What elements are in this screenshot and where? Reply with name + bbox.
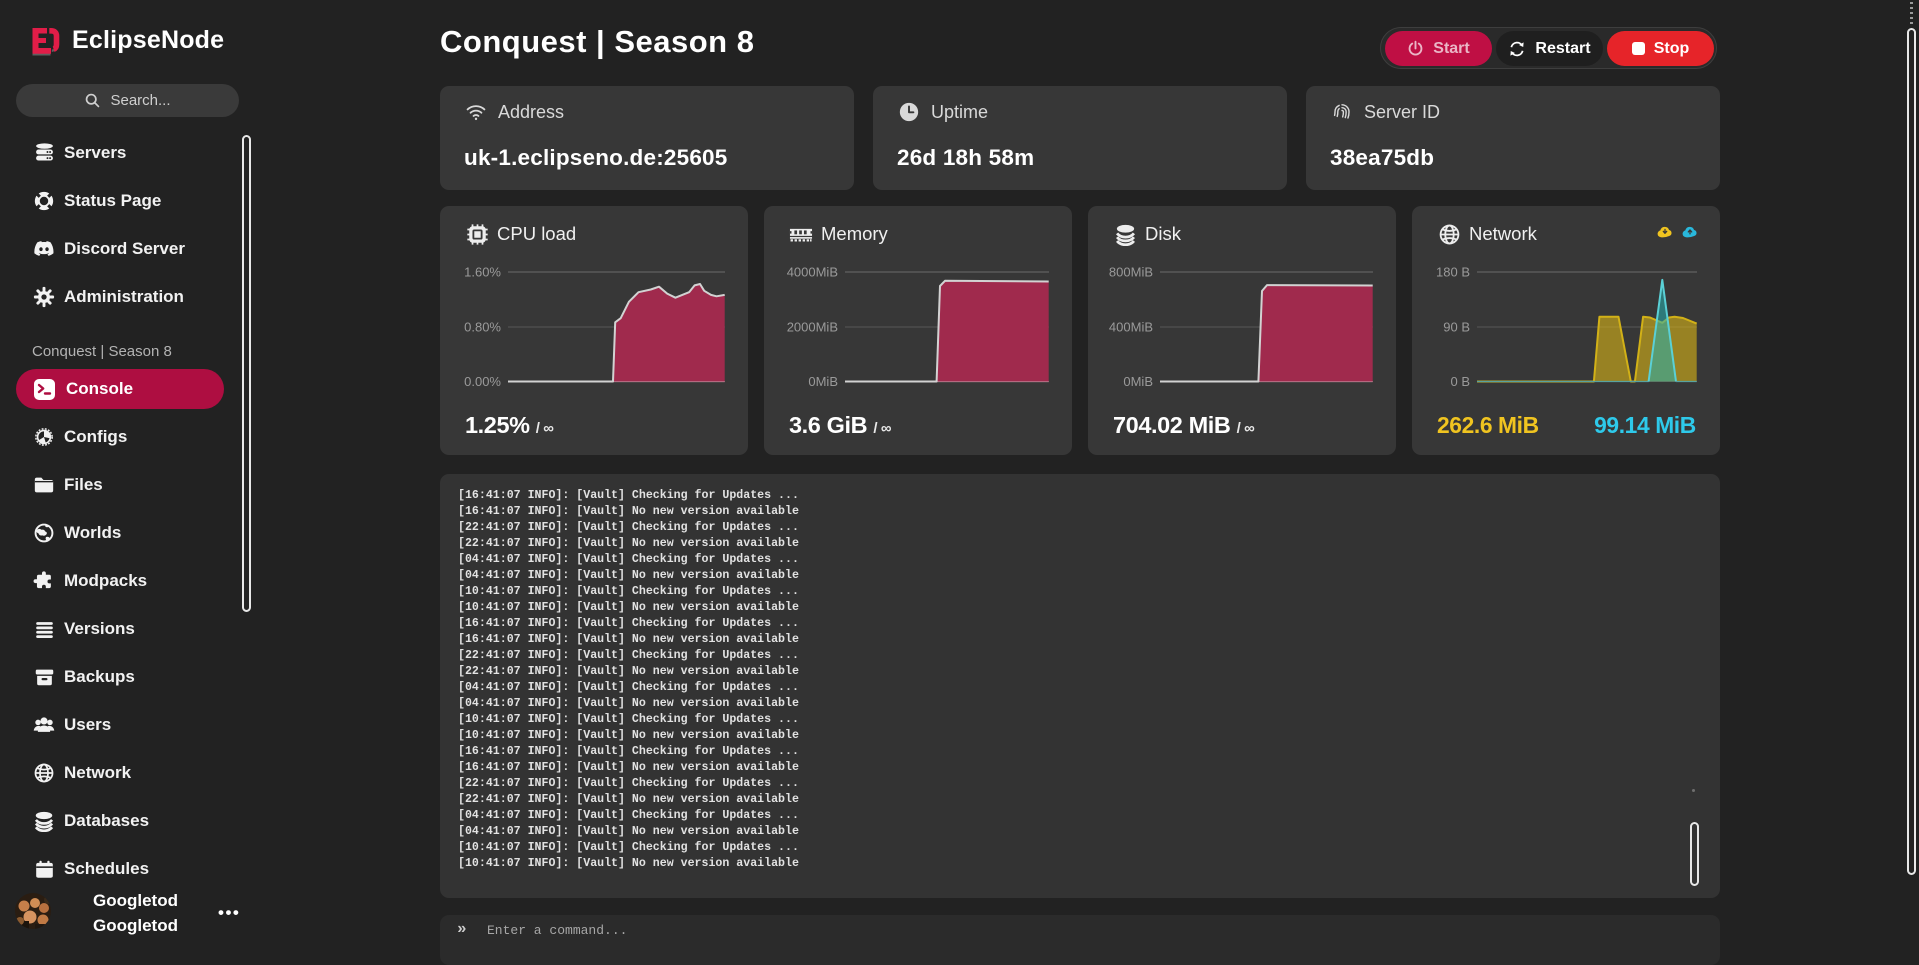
svg-text:400MiB: 400MiB [1109, 320, 1153, 335]
svg-text:90 B: 90 B [1443, 320, 1470, 335]
svg-text:2000MiB: 2000MiB [787, 320, 838, 335]
svg-text:1.60%: 1.60% [464, 265, 501, 280]
svg-text:0MiB: 0MiB [808, 374, 838, 389]
svg-text:800MiB: 800MiB [1109, 265, 1153, 280]
svg-text:180 B: 180 B [1436, 265, 1470, 280]
svg-text:0MiB: 0MiB [1123, 374, 1153, 389]
svg-text:0 B: 0 B [1450, 374, 1470, 389]
svg-text:0.80%: 0.80% [464, 320, 501, 335]
svg-text:0.00%: 0.00% [464, 374, 501, 389]
svg-text:4000MiB: 4000MiB [787, 265, 838, 280]
